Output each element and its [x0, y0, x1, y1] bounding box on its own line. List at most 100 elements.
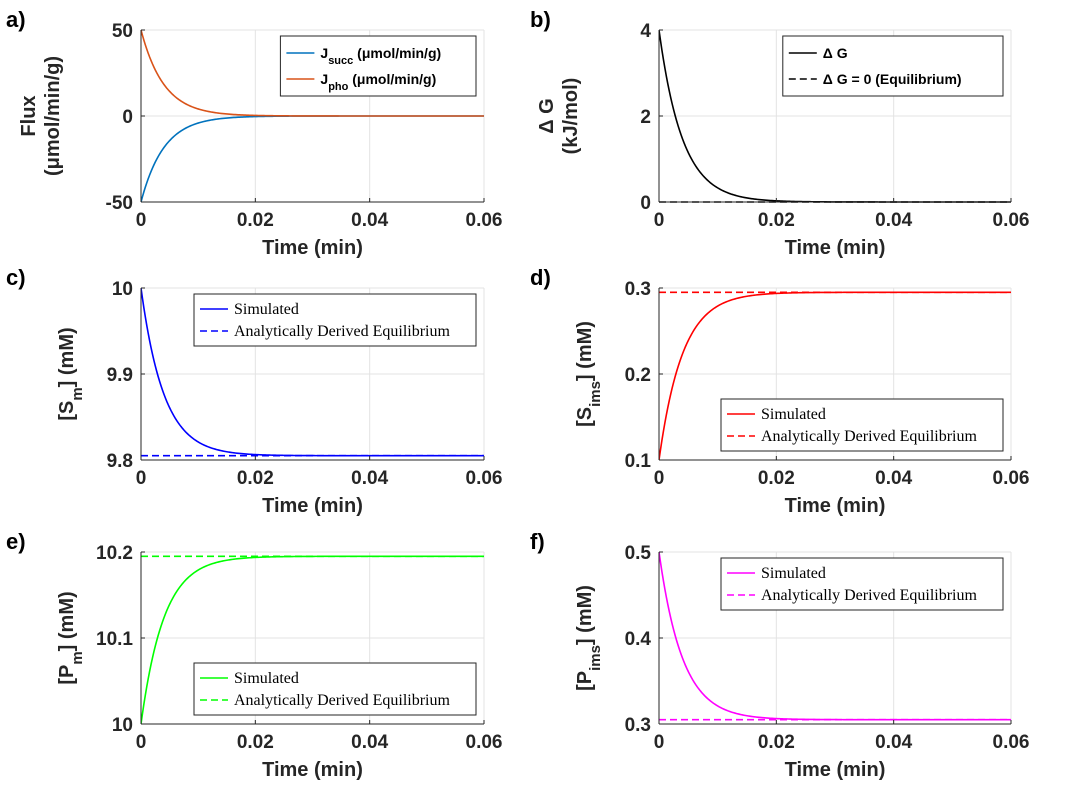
- y-label-subscript: ims: [587, 381, 604, 407]
- x-tick-label: 0: [654, 732, 665, 753]
- x-tick-label: 0: [654, 468, 665, 489]
- y-tick-label: 50: [112, 21, 133, 42]
- chart-panel-5: e) 0 0.02 0.04 0.06 10 10.1 10.2 Time (min) [Pm] …: [6, 529, 502, 781]
- y-label-suffix: ] (mM): [56, 591, 78, 651]
- x-tick-label: 0.02: [237, 210, 274, 231]
- x-tick-label: 0.04: [875, 732, 912, 753]
- panel-letter: a): [6, 7, 26, 32]
- legend-entry: Simulated: [761, 565, 826, 582]
- x-tick-label: 0.02: [237, 468, 274, 489]
- panel-letter: e): [6, 529, 26, 554]
- y-label-subscript: ims: [587, 645, 604, 671]
- y-tick-label: 0.2: [625, 365, 651, 386]
- legend-entry-subscript: succ: [328, 55, 353, 67]
- legend: Simulated Analytically Derived Equilibriu…: [720, 557, 1004, 611]
- y-tick-label: 0: [640, 193, 651, 214]
- legend-entry-name: Simulated: [761, 406, 826, 423]
- x-tick-label: 0.04: [351, 468, 388, 489]
- x-tick-label: 0: [136, 210, 147, 231]
- x-tick-label: 0.02: [758, 210, 795, 231]
- y-label-suffix: ] (mM): [574, 321, 596, 381]
- y-tick-label: 10.2: [96, 543, 133, 564]
- y-axis-label: Δ G: [536, 98, 558, 134]
- y-tick-label: 0: [122, 107, 133, 128]
- x-tick-label: 0.06: [993, 732, 1030, 753]
- legend-box: [782, 35, 1004, 97]
- chart-panel-3: c) 0 0.02 0.04 0.06 9.8 9.9 10 Time (min) [Sm] (m…: [6, 265, 502, 517]
- x-axis-label: Time (min): [785, 237, 886, 259]
- x-tick-label: 0.06: [993, 210, 1030, 231]
- legend-entry: Jsucc (μmol/min/g): [320, 45, 441, 67]
- legend-box: [720, 398, 1004, 452]
- x-tick-label: 0: [136, 732, 147, 753]
- legend-entry-name: J: [320, 45, 328, 61]
- x-tick-label: 0.06: [466, 468, 503, 489]
- y-tick-label: 0.1: [625, 451, 652, 472]
- y-tick-label: 4: [640, 21, 651, 42]
- y-label-subscript: m: [69, 651, 86, 664]
- y-tick-label: 2: [640, 107, 651, 128]
- x-tick-label: 0.02: [758, 468, 795, 489]
- legend-entry-name: Simulated: [234, 670, 299, 687]
- y-label-main: [S: [56, 401, 78, 421]
- legend-entry-subscript: pho: [328, 81, 348, 93]
- legend-entry-name: Simulated: [761, 565, 826, 582]
- y-label-suffix: ] (mM): [56, 327, 78, 387]
- x-axis-label: Time (min): [785, 495, 886, 517]
- x-tick-label: 0.04: [351, 732, 388, 753]
- x-tick-label: 0.06: [466, 732, 503, 753]
- y-axis-label-units: (kJ/mol): [560, 78, 582, 155]
- y-tick-label: 0.5: [625, 543, 652, 564]
- x-tick-label: 0.04: [351, 210, 388, 231]
- legend-box: [720, 557, 1004, 611]
- x-tick-label: 0.04: [875, 468, 912, 489]
- y-label-subscript: m: [69, 387, 86, 400]
- x-tick-label: 0.06: [993, 468, 1030, 489]
- chart-panel-6: f) 0 0.02 0.04 0.06 0.3 0.4 0.5 Time (min) [Pims]…: [530, 529, 1029, 781]
- legend-entry: Analytically Derived Equilibrium: [761, 587, 978, 604]
- y-tick-label: 0.3: [625, 715, 651, 736]
- panel-letter: d): [530, 265, 551, 290]
- y-axis-label: [Pm] (mM): [56, 591, 86, 684]
- legend-entry-name: J: [320, 71, 328, 87]
- x-axis-label: Time (min): [785, 759, 886, 781]
- legend-entry-name: Analytically Derived Equilibrium: [234, 692, 451, 709]
- legend-box: [193, 293, 477, 347]
- panel-letter: f): [530, 529, 545, 554]
- legend-entry: Δ G: [823, 45, 848, 61]
- legend-entry-name: Δ G: [823, 45, 848, 61]
- y-label-main: [P: [574, 671, 596, 691]
- legend-entry: Jpho (μmol/min/g): [320, 71, 436, 93]
- legend: Simulated Analytically Derived Equilibriu…: [720, 398, 1004, 452]
- legend-entry-name: Simulated: [234, 301, 299, 318]
- y-label-main: [S: [574, 407, 596, 427]
- y-label-main: [P: [56, 665, 78, 685]
- legend-entry-name: Δ G = 0 (Equilibrium): [823, 71, 962, 87]
- y-axis-label: [Pims] (mM): [574, 585, 604, 691]
- y-axis-label: Flux: [18, 95, 40, 136]
- panel-letter: b): [530, 7, 551, 32]
- legend: Simulated Analytically Derived Equilibriu…: [193, 293, 477, 347]
- legend-entry-suffix: (μmol/min/g): [348, 71, 436, 87]
- legend-entry: Analytically Derived Equilibrium: [234, 323, 451, 340]
- y-axis-label-units: (μmol/min/g): [42, 56, 64, 176]
- x-tick-label: 0.02: [758, 732, 795, 753]
- y-tick-label: 0.4: [625, 629, 652, 650]
- x-axis-label: Time (min): [262, 237, 363, 259]
- legend-entry-suffix: (μmol/min/g): [353, 45, 441, 61]
- y-tick-label: 9.8: [107, 451, 133, 472]
- y-label-suffix: ] (mM): [574, 585, 596, 645]
- legend-entry: Δ G = 0 (Equilibrium): [823, 71, 962, 87]
- legend-box: [279, 35, 477, 97]
- legend-entry-name: Analytically Derived Equilibrium: [234, 323, 451, 340]
- legend: Δ G Δ G = 0 (Equilibrium): [782, 35, 1004, 97]
- panel-letter: c): [6, 265, 26, 290]
- legend-entry-name: Analytically Derived Equilibrium: [761, 428, 978, 445]
- series-line-2: [141, 29, 484, 117]
- x-axis-label: Time (min): [262, 759, 363, 781]
- legend-entry: Simulated: [761, 406, 826, 423]
- y-axis-label: [Sm] (mM): [56, 327, 86, 420]
- y-axis-label: [Sims] (mM): [574, 321, 604, 427]
